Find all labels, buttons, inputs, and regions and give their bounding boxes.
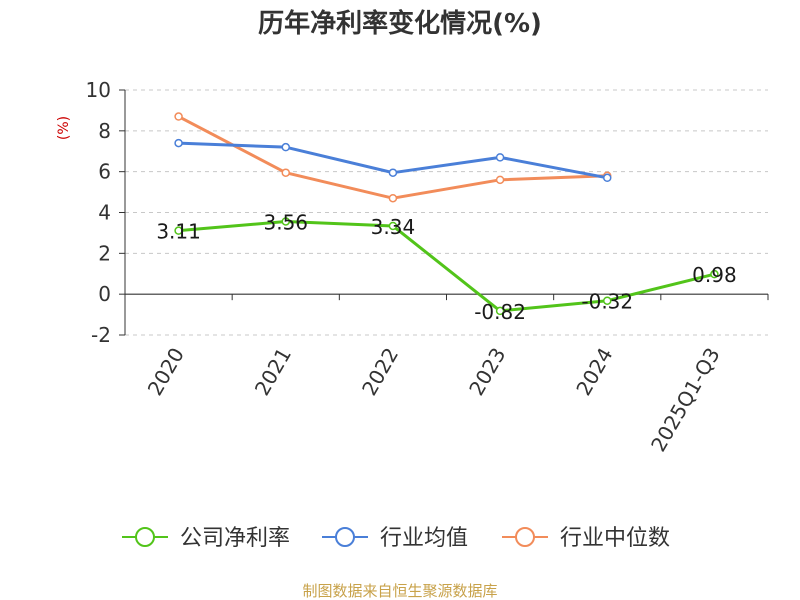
data-label: -0.32 [581, 290, 633, 314]
data-point [495, 153, 505, 162]
source-note: 制图数据来自恒生聚源数据库 [302, 582, 497, 600]
chart-title: 历年净利率变化情况(%) [258, 8, 542, 39]
data-point [388, 168, 398, 177]
data-point [174, 226, 183, 235]
data-label: 0.98 [692, 263, 737, 287]
series-line [177, 115, 608, 200]
legend-label: 公司净利率 [180, 526, 290, 551]
legend: 公司净利率 行业均值 行业中位数 [122, 526, 670, 551]
x-tick-label: 2022 [357, 344, 403, 400]
y-tick-label: -2 [91, 323, 111, 347]
legend-label: 行业均值 [380, 526, 468, 551]
data-label: 3.56 [263, 210, 308, 234]
data-point [603, 296, 612, 305]
y-tick-label: 10 [86, 78, 111, 102]
data-point [281, 168, 290, 177]
series-line [178, 219, 715, 313]
data-point [281, 217, 290, 226]
axes [119, 89, 769, 336]
y-tick-labels: -2 0 2 4 6 8 10 [86, 78, 111, 347]
legend-label: 行业中位数 [560, 526, 670, 551]
data-point [710, 269, 719, 279]
data-label: -0.82 [474, 300, 526, 324]
data-label: 3.34 [371, 215, 416, 239]
x-tick-label: 2023 [464, 344, 510, 400]
data-point [174, 138, 183, 148]
data-point [495, 175, 505, 185]
data-point [388, 221, 398, 231]
legend-marker [135, 527, 155, 547]
y-tick-label: 6 [98, 160, 111, 184]
y-tick-label: 0 [98, 282, 111, 306]
y-axis-label: (%) [56, 116, 72, 140]
grid-lines [125, 89, 768, 336]
x-tick-label: 2024 [571, 344, 617, 400]
y-tick-label: 4 [98, 201, 111, 225]
legend-marker [515, 527, 535, 547]
data-label: 3.11 [156, 220, 201, 244]
y-tick-label: 2 [98, 241, 111, 265]
x-tick-labels: 2020 2021 2022 2023 2024 2025Q1-Q3 [143, 344, 725, 456]
data-point [388, 193, 398, 203]
x-tick-label: 2025Q1-Q3 [646, 344, 725, 456]
data-point [174, 112, 183, 121]
series-group [174, 112, 719, 316]
data-point [495, 306, 505, 316]
x-tick-label: 2021 [250, 344, 296, 400]
data-labels: 3.11 3.56 3.34 -0.82 -0.32 0.98 [156, 210, 736, 323]
legend-marker [335, 527, 355, 547]
y-tick-label: 8 [98, 119, 111, 143]
data-point [603, 173, 612, 183]
x-tick-label: 2020 [143, 344, 189, 400]
data-point [281, 142, 290, 152]
